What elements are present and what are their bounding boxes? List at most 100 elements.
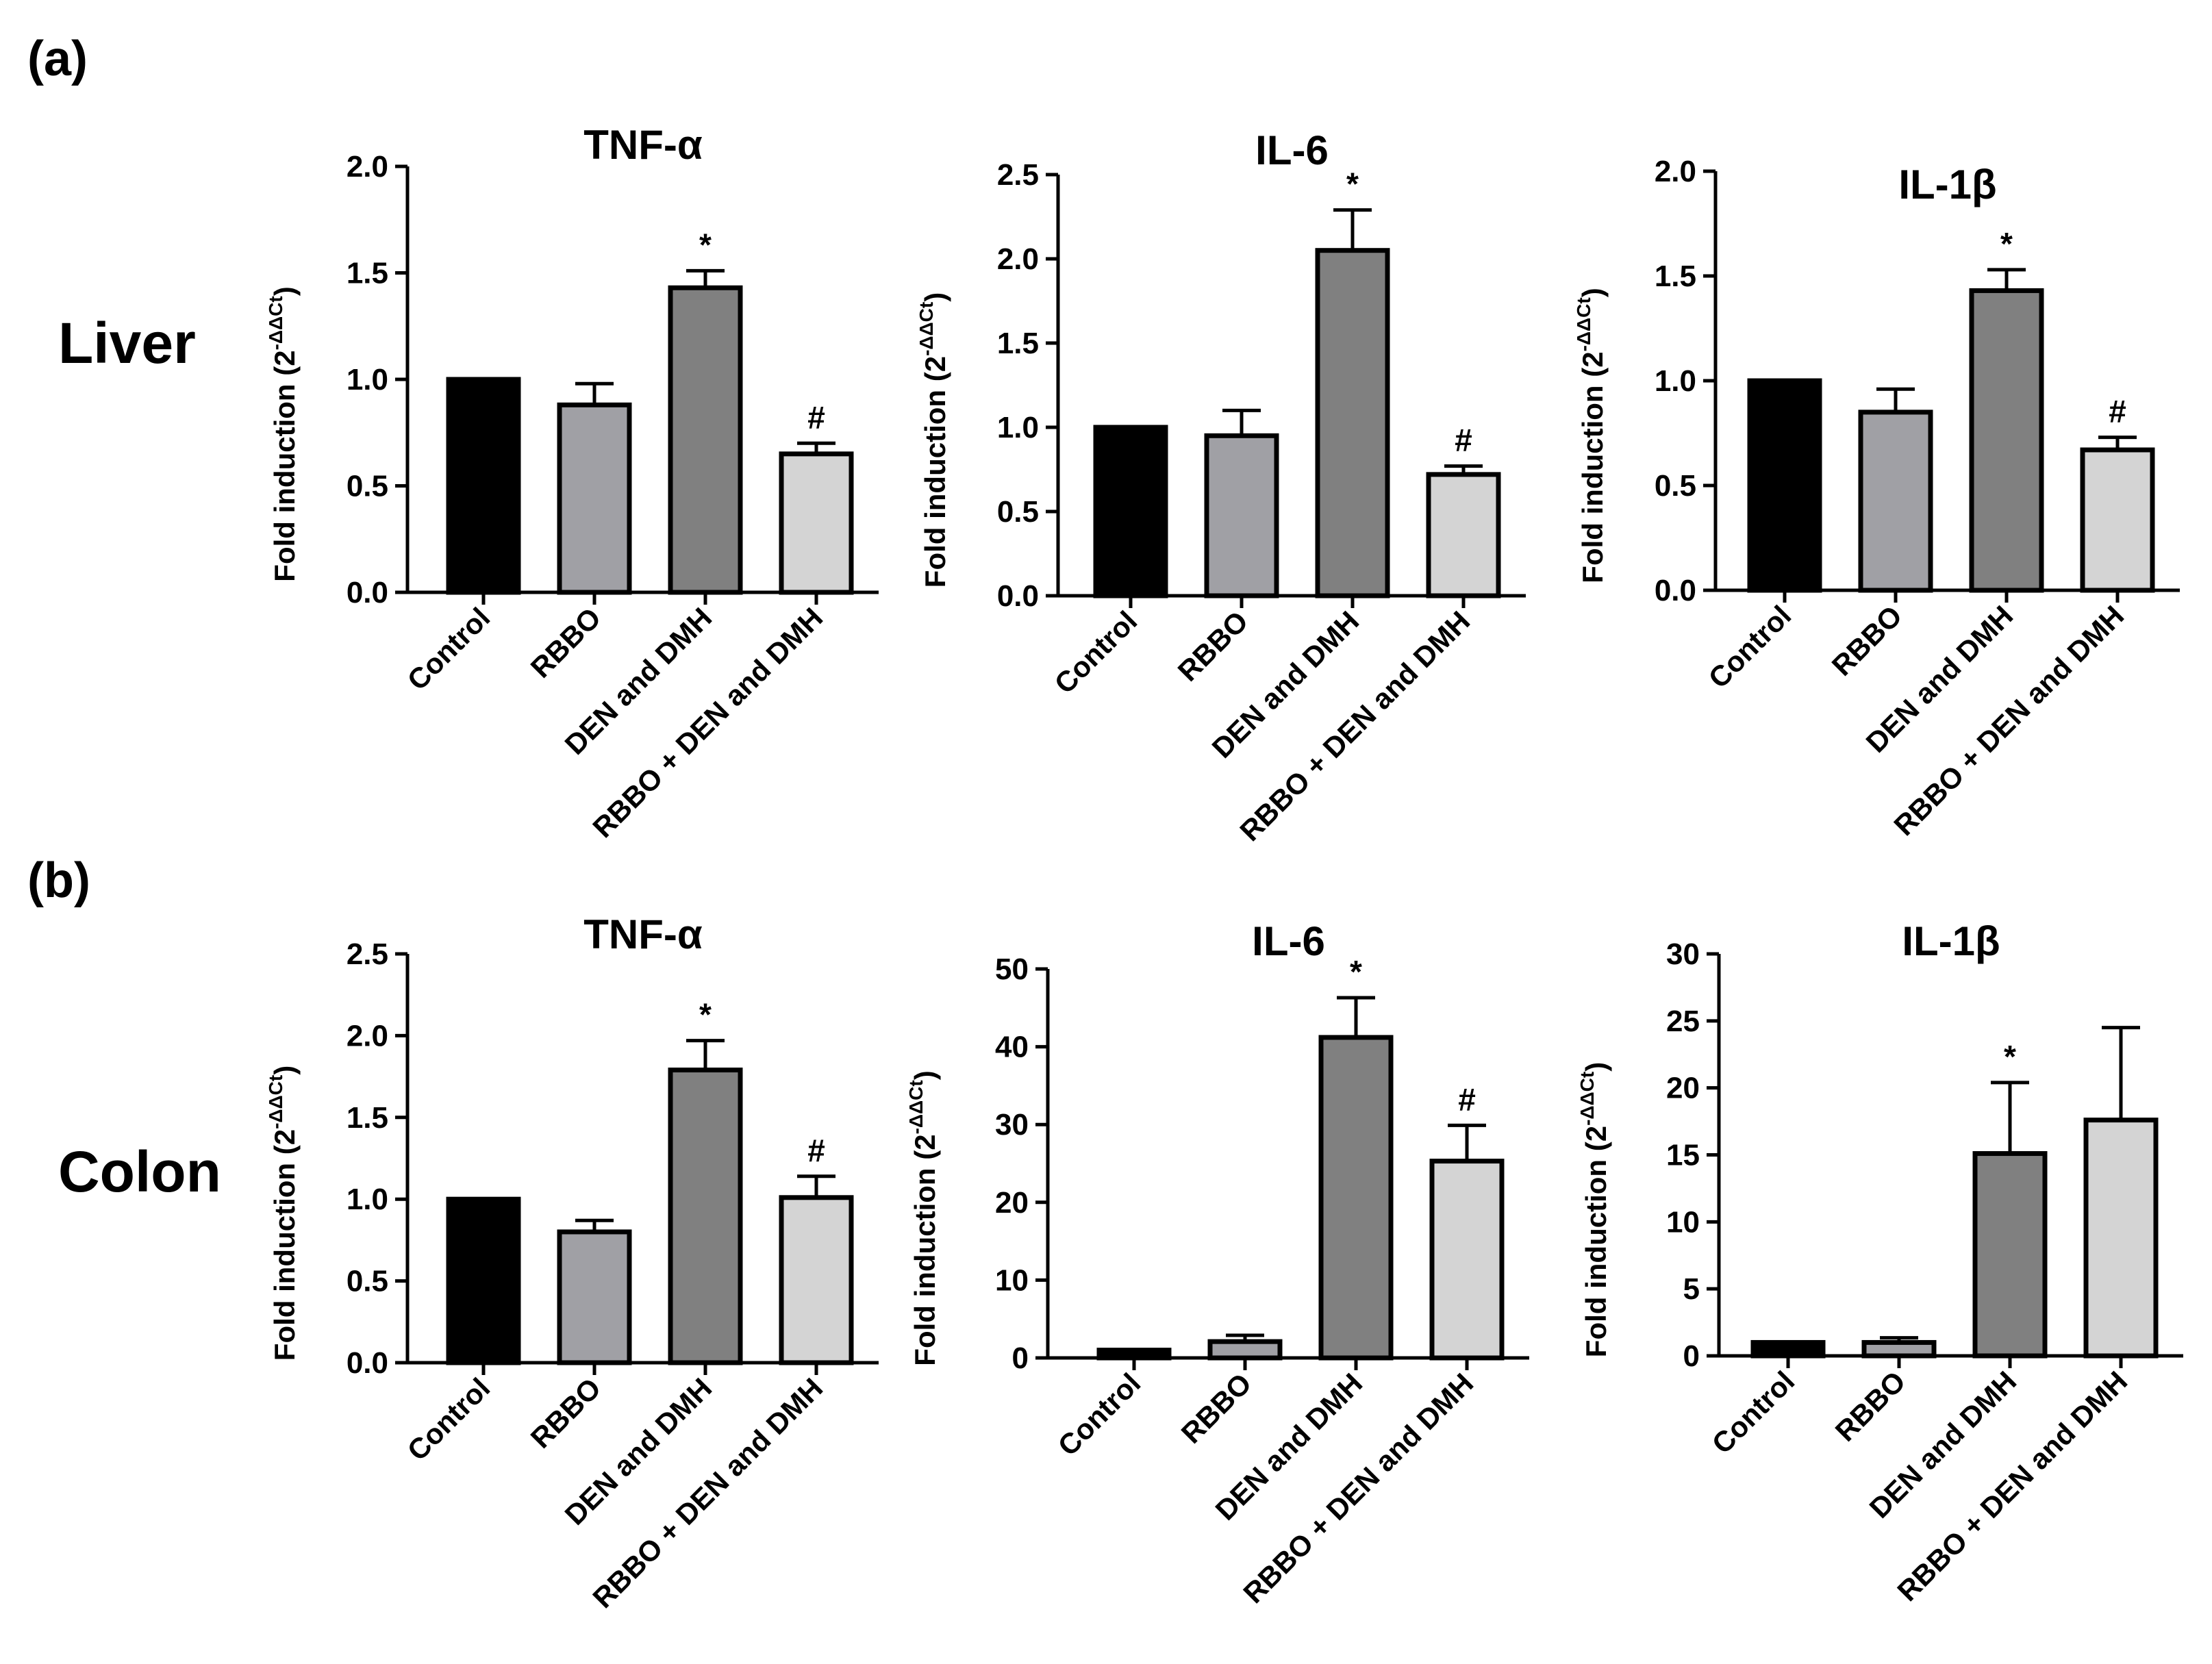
significance-mark: # bbox=[807, 399, 825, 435]
y-tick-label: 2.0 bbox=[347, 1019, 388, 1052]
y-tick-label: 30 bbox=[1666, 937, 1700, 971]
bar-rbbo bbox=[1204, 433, 1279, 598]
bar-rbbo-den-and-dmh bbox=[779, 451, 854, 595]
y-axis-label: Fold induction (2-ΔΔCt) bbox=[265, 1066, 301, 1361]
y-tick-label: 20 bbox=[995, 1186, 1029, 1220]
x-category-label: RBBO bbox=[1172, 605, 1255, 688]
y-axis-label-close: ) bbox=[919, 292, 951, 302]
x-category-label: RBBO + DEN and DMH bbox=[1237, 1367, 1479, 1609]
x-category-label: RBBO bbox=[525, 601, 607, 684]
x-category-label: RBBO + DEN and DMH bbox=[586, 601, 829, 844]
bar-rbbo bbox=[1861, 1339, 1937, 1359]
significance-mark: # bbox=[1455, 423, 1472, 458]
chart-title: IL-6 bbox=[1252, 918, 1325, 964]
x-category-label: RBBO + DEN and DMH bbox=[1233, 605, 1476, 847]
bar-rbbo bbox=[1858, 409, 1933, 593]
x-category-label: RBBO + DEN and DMH bbox=[1891, 1365, 2133, 1607]
y-tick-label: 1.0 bbox=[347, 363, 388, 396]
x-category-label: Control bbox=[1706, 1365, 1801, 1460]
bar-control bbox=[1093, 425, 1168, 598]
y-tick-label: 50 bbox=[995, 953, 1029, 986]
y-tick-label: 25 bbox=[1666, 1005, 1700, 1038]
y-tick-label: 0.5 bbox=[1655, 469, 1696, 503]
x-category-label: RBBO bbox=[525, 1372, 607, 1454]
y-tick-label: 0.5 bbox=[347, 1265, 388, 1298]
y-tick-label: 15 bbox=[1666, 1139, 1700, 1172]
y-axis-label-close: ) bbox=[268, 286, 301, 296]
y-tick-label: 40 bbox=[995, 1031, 1029, 1064]
y-axis-label-close: ) bbox=[1576, 288, 1609, 297]
y-tick-label: 0.0 bbox=[347, 576, 388, 609]
row-label-colon: Colon bbox=[58, 1139, 221, 1204]
y-tick-label: 1.0 bbox=[997, 411, 1039, 444]
significance-mark: * bbox=[2000, 226, 2013, 262]
y-axis-label-superscript: -ΔΔCt bbox=[916, 302, 937, 356]
y-tick-label: 1.0 bbox=[347, 1183, 388, 1216]
x-category-label: RBBO bbox=[1175, 1367, 1258, 1450]
bar-rbbo-den-and-dmh bbox=[779, 1195, 854, 1365]
charts-container: TNF-α 0.0 0.5 1.0 1.5 2.0 Fold induction (2-ΔΔ… bbox=[265, 122, 2183, 1614]
y-tick-label: 0 bbox=[1683, 1339, 1700, 1373]
y-tick-label: 0.0 bbox=[347, 1346, 388, 1380]
y-tick-label: 1.5 bbox=[347, 1101, 388, 1135]
bar-den-and-dmh bbox=[1969, 288, 2044, 593]
bar-control bbox=[1096, 1348, 1172, 1361]
significance-mark: * bbox=[699, 227, 712, 262]
x-category-label: Control bbox=[401, 601, 497, 696]
y-tick-label: 0.5 bbox=[347, 470, 388, 503]
bar-rbbo-den-and-dmh bbox=[2083, 1118, 2159, 1359]
x-category-label: RBBO + DEN and DMH bbox=[586, 1372, 829, 1614]
y-tick-label: 2.0 bbox=[1655, 155, 1696, 188]
y-tick-label: 0.5 bbox=[997, 495, 1039, 529]
significance-mark: # bbox=[2109, 394, 2126, 429]
chart-title: TNF-α bbox=[583, 911, 703, 957]
bar-den-and-dmh bbox=[1315, 248, 1390, 598]
y-tick-label: 0.0 bbox=[997, 579, 1039, 613]
panel-label-a: (a) bbox=[27, 31, 88, 86]
y-tick-label: 1.5 bbox=[1655, 260, 1696, 293]
x-category-label: Control bbox=[401, 1372, 497, 1467]
row-label-liver: Liver bbox=[58, 311, 196, 375]
y-tick-label: 2.0 bbox=[997, 242, 1039, 276]
bar-rbbo-den-and-dmh bbox=[1429, 1159, 1505, 1361]
chart-2: IL-6 0.0 0.5 1.0 1.5 2.0 2.5 Fold induction (2-… bbox=[916, 127, 1526, 847]
y-axis-label-superscript: -ΔΔCt bbox=[1576, 1072, 1598, 1126]
bar-control bbox=[1750, 1339, 1826, 1359]
bar-rbbo bbox=[557, 1229, 632, 1365]
bar-rbbo-den-and-dmh bbox=[1426, 472, 1501, 598]
y-tick-label: 2.0 bbox=[347, 150, 388, 184]
chart-title: IL-6 bbox=[1255, 127, 1329, 173]
panel-label-b: (b) bbox=[27, 853, 90, 908]
chart-title: IL-1β bbox=[1898, 162, 1996, 207]
y-axis-label-close: ) bbox=[909, 1070, 941, 1080]
y-tick-label: 1.0 bbox=[1655, 364, 1696, 398]
bar-control bbox=[446, 1196, 521, 1365]
x-category-label: Control bbox=[1052, 1367, 1147, 1462]
x-category-label: RBBO + DEN and DMH bbox=[1887, 599, 2130, 842]
significance-mark: * bbox=[2004, 1039, 2016, 1074]
bar-rbbo bbox=[1207, 1339, 1283, 1361]
significance-mark: # bbox=[1458, 1081, 1476, 1117]
significance-mark: * bbox=[1346, 166, 1359, 202]
y-tick-label: 1.5 bbox=[347, 257, 388, 290]
bar-control bbox=[446, 377, 521, 595]
y-axis-label-superscript: -ΔΔCt bbox=[905, 1080, 927, 1134]
chart-title: TNF-α bbox=[583, 122, 703, 168]
y-tick-label: 0.0 bbox=[1655, 574, 1696, 607]
y-axis-label-superscript: -ΔΔCt bbox=[265, 1075, 286, 1129]
bar-den-and-dmh bbox=[668, 285, 743, 595]
bar-control bbox=[1747, 378, 1822, 593]
significance-mark: # bbox=[807, 1133, 825, 1168]
y-tick-label: 1.5 bbox=[997, 327, 1039, 360]
bar-den-and-dmh bbox=[1972, 1151, 2048, 1359]
y-tick-label: 30 bbox=[995, 1108, 1029, 1142]
chart-4: TNF-α 0.0 0.5 1.0 1.5 2.0 2.5 Fold induction (2… bbox=[265, 911, 879, 1614]
bar-den-and-dmh bbox=[668, 1068, 743, 1365]
bar-rbbo-den-and-dmh bbox=[2080, 447, 2155, 593]
y-tick-label: 2.5 bbox=[347, 937, 388, 971]
chart-1: TNF-α 0.0 0.5 1.0 1.5 2.0 Fold induction (2-ΔΔ… bbox=[265, 122, 879, 844]
y-axis-label-close: ) bbox=[268, 1066, 301, 1075]
y-tick-label: 0 bbox=[1012, 1341, 1029, 1375]
y-axis-label-close: ) bbox=[1580, 1062, 1612, 1072]
